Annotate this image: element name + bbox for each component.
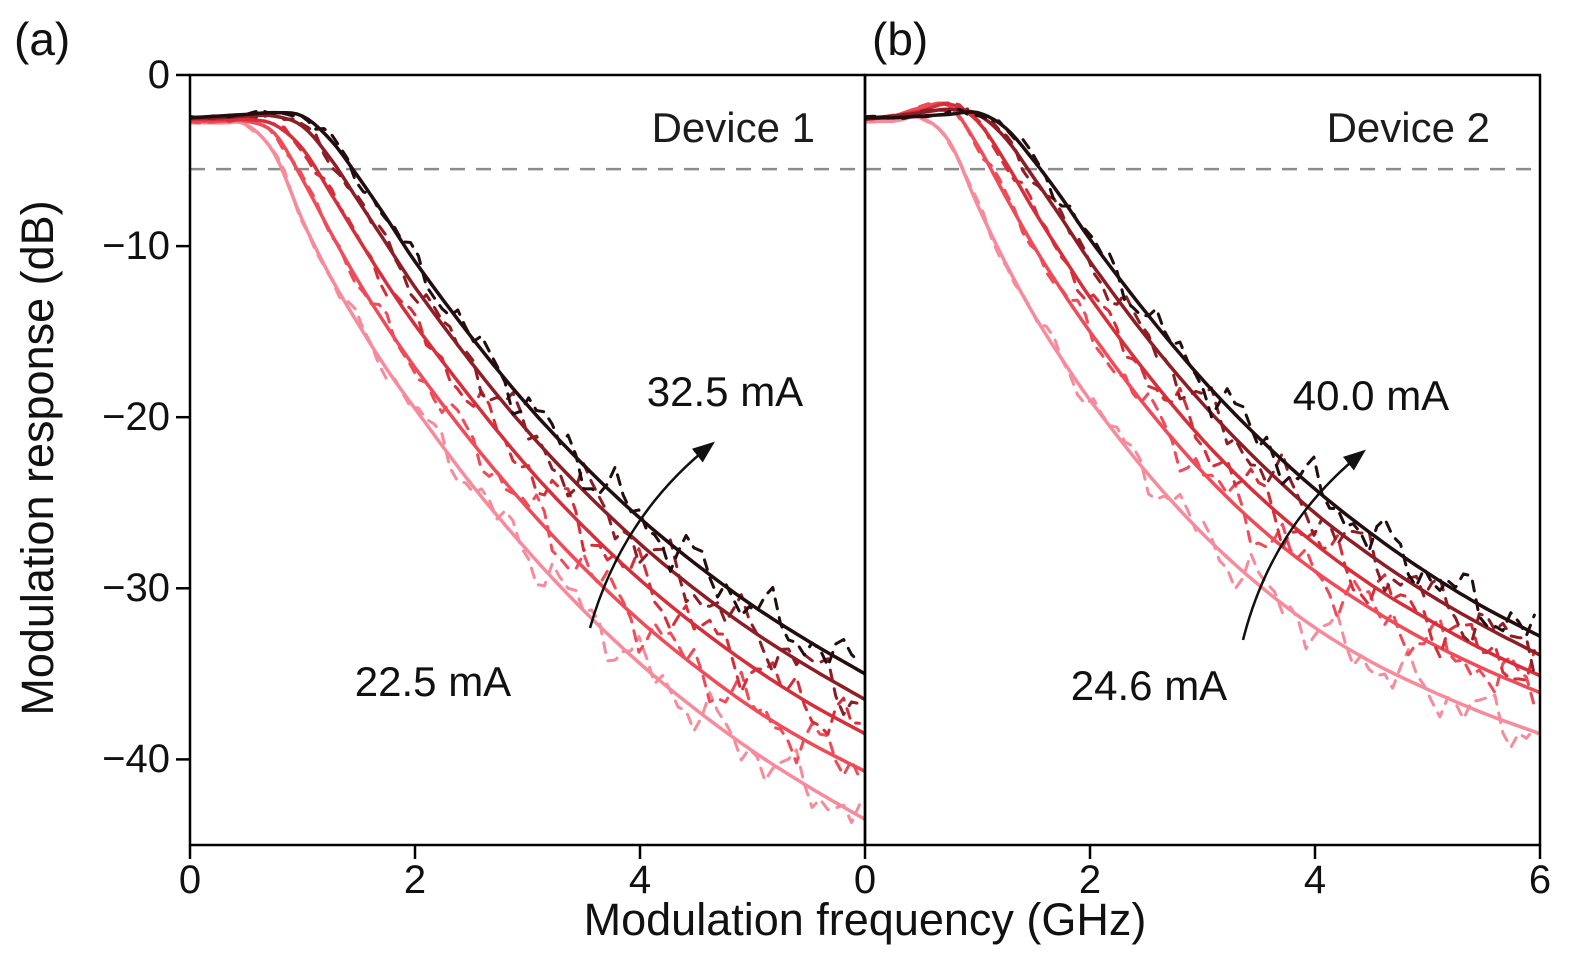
x-tick-label: 2 [1078, 858, 1102, 902]
x-tick-label: 4 [1303, 858, 1327, 902]
panel-b-label: (b) [872, 13, 929, 65]
plot-frame-b [863, 73, 1542, 847]
response-curve-fit [865, 101, 1540, 695]
x-tick-label: 0 [178, 858, 202, 902]
annotation-low-current-b: 24.6 mA [1070, 662, 1228, 709]
response-curve-measured [190, 119, 861, 824]
x-tick-label: 6 [1528, 858, 1552, 902]
response-curve-measured [865, 115, 1536, 749]
y-tick-label: −10 [102, 224, 170, 268]
x-tick-label: 0 [853, 858, 877, 902]
y-tick-label: −40 [102, 737, 170, 781]
response-curve-fit [190, 113, 865, 702]
x-axis-title: Modulation frequency (GHz) [583, 894, 1147, 945]
response-curve-fit [190, 110, 865, 676]
response-curve-fit [190, 118, 865, 774]
response-curve-fit [190, 117, 865, 736]
x-tick-label: 4 [628, 858, 652, 902]
response-curve-fit [865, 102, 1540, 678]
response-curve-fit [865, 115, 1540, 736]
y-axis-title: Modulation response (dB) [12, 200, 63, 716]
y-tick-label: −30 [102, 566, 170, 610]
annotation-high-current-b: 40.0 mA [1292, 372, 1450, 419]
annotation-low-current-a: 22.5 mA [354, 658, 512, 705]
device-1-title: Device 1 [651, 104, 815, 151]
x-tick-label: 2 [403, 858, 427, 902]
response-curve-fit [865, 110, 1540, 638]
response-curve-measured [865, 107, 1536, 637]
y-tick-label: −20 [102, 395, 170, 439]
device-2-title: Device 2 [1326, 104, 1490, 151]
response-curve-measured [190, 116, 861, 736]
annotation-high-current-a: 32.5 mA [646, 368, 804, 415]
y-tick-label: 0 [147, 53, 170, 97]
response-curve-measured [190, 117, 861, 780]
response-curve-fit [190, 120, 865, 822]
panel-a-label: (a) [14, 13, 71, 65]
arrow-increasing-current-a [588, 441, 715, 629]
arrow-increasing-current-b [1241, 449, 1366, 641]
